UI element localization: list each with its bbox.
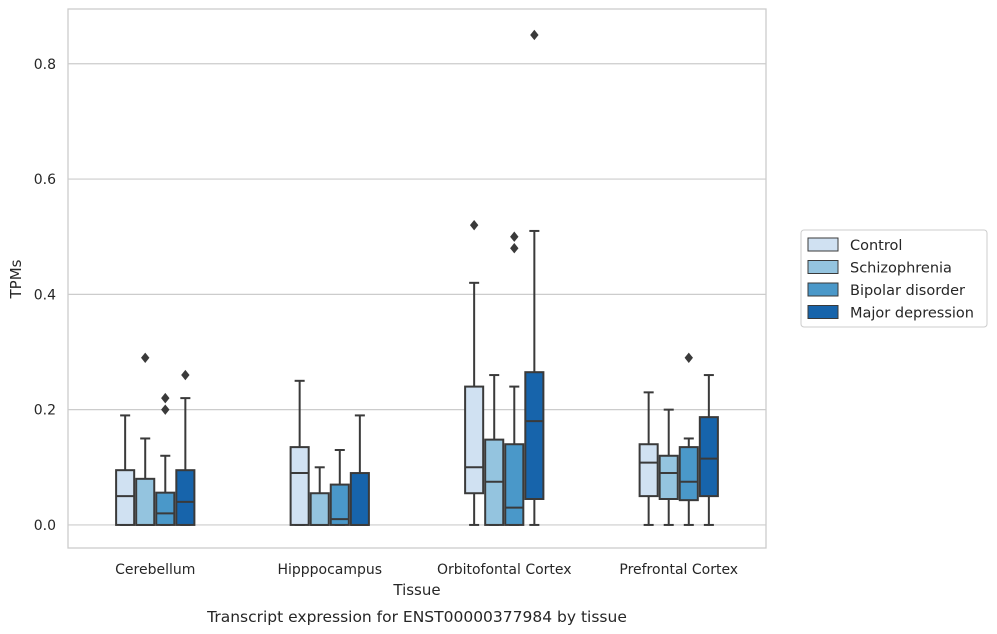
legend-label: Bipolar disorder bbox=[850, 283, 965, 299]
box-body bbox=[678, 446, 699, 502]
legend: Control Schizophrenia Bipolar disorder Majo… bbox=[800, 229, 988, 328]
outlier-point bbox=[181, 369, 190, 381]
legend-label: Control bbox=[850, 238, 902, 254]
legend-swatch bbox=[807, 305, 839, 319]
box-schizophrenia bbox=[484, 374, 505, 526]
box-body bbox=[289, 446, 310, 526]
y-axis-label: TPMs bbox=[7, 259, 25, 299]
box-body bbox=[504, 443, 525, 526]
x-tick-label: Cerebellum bbox=[115, 562, 195, 578]
box-schizophrenia bbox=[135, 352, 156, 526]
x-tick-label: Prefrontal Cortex bbox=[619, 562, 738, 578]
box-body bbox=[638, 443, 659, 498]
box-major-depression bbox=[349, 414, 370, 526]
x-axis-ticks: Cerebellum Hipppocampus Orbitofontal Corte… bbox=[115, 562, 738, 578]
box-body bbox=[349, 472, 370, 526]
box-major-depression bbox=[524, 29, 545, 526]
y-tick-label: 0.6 bbox=[34, 172, 56, 188]
box-body bbox=[524, 371, 545, 501]
box-body bbox=[309, 492, 330, 526]
box-bipolar-disorder bbox=[504, 231, 525, 526]
box-body bbox=[135, 477, 156, 526]
box-body bbox=[115, 469, 136, 526]
box-bipolar-disorder bbox=[678, 352, 699, 526]
box-control bbox=[115, 414, 136, 526]
box-body bbox=[329, 483, 350, 526]
box-body bbox=[658, 454, 679, 501]
legend-swatch bbox=[807, 282, 839, 297]
box-bipolar-disorder bbox=[329, 449, 350, 526]
box-body bbox=[698, 416, 719, 498]
y-tick-label: 0.4 bbox=[34, 287, 56, 303]
y-tick-label: 0.0 bbox=[34, 518, 56, 534]
legend-label: Schizophrenia bbox=[850, 261, 952, 277]
plot-frame bbox=[67, 8, 767, 549]
box-schizophrenia bbox=[309, 466, 330, 526]
outlier-point bbox=[530, 29, 539, 41]
outlier-point bbox=[161, 392, 170, 404]
box-layer bbox=[115, 29, 719, 526]
x-tick-label: Hipppocampus bbox=[277, 562, 382, 578]
legend-label: Major depression bbox=[850, 306, 974, 322]
outlier-point bbox=[469, 219, 479, 231]
box-major-depression bbox=[698, 374, 719, 526]
outlier-point bbox=[684, 352, 693, 363]
x-axis-label: Tissue bbox=[392, 581, 440, 599]
legend-frame bbox=[800, 229, 988, 328]
box-control bbox=[464, 219, 485, 526]
y-axis-ticks: 0.0 0.2 0.4 0.6 0.8 bbox=[34, 57, 56, 534]
box-body bbox=[464, 385, 485, 495]
box-schizophrenia bbox=[658, 408, 679, 526]
legend-swatch bbox=[807, 260, 839, 274]
box-major-depression bbox=[175, 369, 196, 526]
outlier-point bbox=[161, 404, 170, 415]
box-body bbox=[155, 491, 176, 526]
box-control bbox=[289, 379, 310, 526]
x-tick-label: Orbitofontal Cortex bbox=[437, 562, 572, 578]
outlier-point bbox=[510, 231, 519, 242]
outlier-point bbox=[141, 352, 150, 363]
legend-swatch bbox=[807, 237, 839, 252]
chart-caption: Transcript expression for ENST0000037798… bbox=[206, 608, 627, 626]
outlier-point bbox=[510, 243, 519, 254]
box-bipolar-disorder bbox=[155, 392, 176, 526]
y-tick-label: 0.2 bbox=[34, 403, 56, 419]
box-body bbox=[175, 469, 196, 526]
box-control bbox=[638, 391, 659, 526]
y-tick-label: 0.8 bbox=[34, 57, 56, 73]
